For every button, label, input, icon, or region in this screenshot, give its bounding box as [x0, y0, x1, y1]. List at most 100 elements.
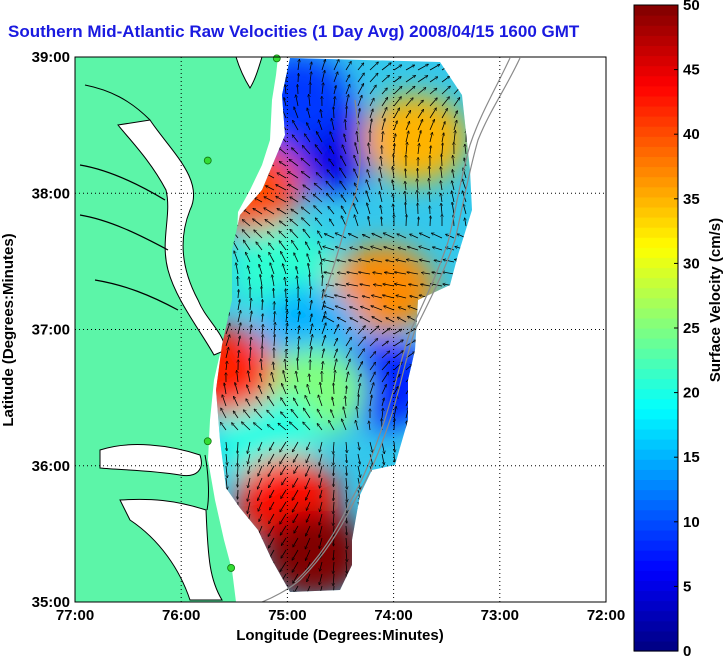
- velocity-arrow: [248, 453, 251, 464]
- velocity-arrow: [405, 110, 411, 119]
- velocity-arrow: [323, 246, 335, 251]
- colorbar-step: [634, 509, 678, 521]
- velocity-arrow: [329, 219, 335, 227]
- colorbar-step: [634, 45, 678, 57]
- velocity-arrow: [417, 119, 423, 131]
- colorbar-step: [634, 95, 678, 107]
- velocity-arrow: [381, 75, 390, 83]
- velocity-arrow: [348, 260, 359, 263]
- velocity-arrow: [260, 274, 263, 287]
- velocity-arrow: [237, 453, 238, 466]
- velocity-arrow: [442, 143, 443, 155]
- velocity-arrow: [290, 219, 299, 227]
- colorbar-step: [634, 297, 678, 309]
- velocity-arrow: [381, 384, 386, 395]
- velocity-arrow: [259, 513, 263, 522]
- velocity-arrow: [453, 120, 457, 131]
- velocity-arrow: [225, 347, 229, 359]
- velocity-arrow: [327, 170, 335, 179]
- velocity-arrow: [392, 166, 395, 179]
- speed-region: [330, 244, 435, 333]
- colorbar-step: [634, 600, 678, 612]
- latitude-tick-label: 38:00: [32, 185, 70, 202]
- velocity-arrow: [267, 425, 275, 431]
- velocity-arrow: [367, 170, 371, 179]
- velocity-arrow: [393, 340, 403, 347]
- velocity-arrow: [453, 98, 460, 107]
- colorbar-tick-label: 15: [683, 449, 700, 466]
- latitude-tick-label: 36:00: [32, 458, 70, 475]
- velocity-arrow: [305, 465, 311, 476]
- velocity-arrow: [354, 183, 359, 191]
- velocity-arrow: [281, 251, 287, 263]
- velocity-arrow: [292, 549, 299, 560]
- velocity-arrow: [305, 477, 311, 489]
- velocity-arrow: [279, 241, 287, 251]
- velocity-arrow: [357, 326, 365, 335]
- velocity-arrow: [237, 465, 238, 477]
- velocity-arrow: [266, 186, 275, 191]
- velocity-arrow: [272, 275, 275, 287]
- velocity-arrow: [381, 88, 387, 95]
- velocity-arrow: [301, 158, 311, 167]
- velocity-arrow: [417, 168, 418, 179]
- velocity-arrow: [297, 276, 298, 287]
- velocity-arrow: [296, 266, 299, 275]
- velocity-arrow: [319, 465, 323, 478]
- velocity-arrow: [341, 156, 347, 167]
- velocity-arrow: [329, 159, 335, 167]
- colorbar-step: [634, 580, 678, 592]
- longitude-tick-label: 72:00: [587, 607, 625, 624]
- velocity-arrow: [371, 246, 383, 251]
- velocity-arrow: [225, 323, 230, 335]
- velocity-arrow: [429, 119, 435, 131]
- velocity-arrow: [408, 306, 419, 311]
- velocity-arrow: [258, 465, 263, 476]
- colorbar-step: [634, 196, 678, 208]
- velocity-arrow: [317, 409, 323, 419]
- velocity-arrow: [369, 372, 375, 383]
- velocity-arrow: [357, 349, 365, 359]
- velocity-arrow: [381, 341, 389, 347]
- colorbar-step: [634, 116, 678, 127]
- velocity-arrow: [386, 260, 395, 263]
- velocity-arrow: [345, 372, 348, 383]
- velocity-arrow: [429, 166, 430, 179]
- velocity-arrow: [405, 75, 416, 83]
- colorbar-step: [634, 620, 678, 632]
- velocity-arrow: [279, 161, 287, 167]
- velocity-arrow: [293, 477, 299, 487]
- velocity-arrow: [347, 272, 359, 275]
- velocity-arrow: [429, 192, 430, 203]
- velocity-arrow: [369, 73, 378, 83]
- velocity-arrow: [321, 323, 326, 335]
- velocity-arrow: [368, 157, 371, 167]
- velocity-arrow: [357, 73, 364, 83]
- velocity-arrow: [368, 216, 371, 227]
- velocity-arrow: [269, 243, 275, 251]
- velocity-arrow: [393, 108, 400, 119]
- velocity-arrow: [354, 155, 359, 167]
- velocity-arrow: [258, 385, 263, 395]
- velocity-arrow: [305, 549, 311, 561]
- colorbar-tick-label: 40: [683, 126, 700, 143]
- velocity-arrow: [285, 359, 286, 371]
- colorbar-step: [634, 590, 678, 602]
- velocity-arrow: [396, 260, 407, 263]
- velocity-arrow: [267, 232, 275, 239]
- velocity-arrow: [366, 180, 371, 191]
- velocity-arrow: [346, 549, 347, 562]
- velocity-arrow: [314, 183, 323, 191]
- velocity-arrow: [250, 347, 251, 359]
- velocity-arrow: [306, 489, 311, 500]
- colorbar-step: [634, 227, 678, 238]
- longitude-tick-label: 74:00: [374, 607, 412, 624]
- velocity-arrow: [290, 229, 299, 239]
- velocity-arrow: [346, 513, 347, 523]
- velocity-arrow: [274, 322, 275, 335]
- velocity-arrow: [245, 252, 251, 263]
- velocity-arrow: [280, 525, 287, 535]
- velocity-arrow: [313, 194, 323, 203]
- colorbar-step: [634, 418, 678, 430]
- velocity-arrow: [319, 573, 323, 585]
